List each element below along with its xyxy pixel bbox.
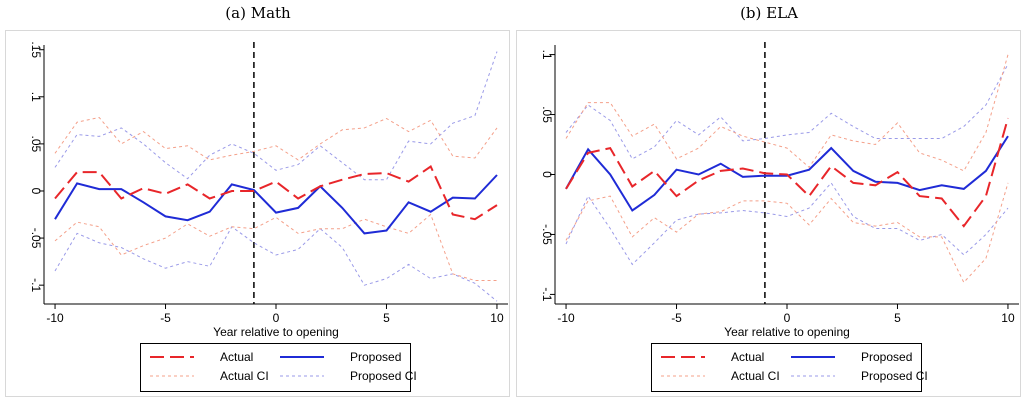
x-tick-label: 0 — [273, 311, 280, 325]
x-tick-label: -10 — [46, 311, 64, 325]
y-tick-label: -.05 — [29, 228, 43, 249]
y-tick-label: 0 — [29, 188, 43, 195]
series-line — [565, 54, 1009, 172]
y-tick-label: .05 — [540, 106, 554, 123]
series-line — [54, 174, 498, 235]
y-tick-label: -.05 — [540, 224, 554, 245]
legend-label: Proposed CI — [350, 369, 417, 383]
series-line — [565, 182, 1009, 266]
legend-label: Actual — [731, 350, 764, 364]
panel-frame — [516, 30, 1021, 397]
legend-label: Proposed — [350, 350, 401, 364]
y-tick-label: .05 — [29, 136, 43, 153]
x-tick-label: -5 — [671, 311, 682, 325]
x-tick-label: 5 — [894, 311, 901, 325]
x-tick-label: 5 — [383, 311, 390, 325]
legend-label: Actual CI — [220, 369, 269, 383]
y-tick-label: .1 — [29, 92, 43, 102]
series-line — [565, 63, 1009, 160]
x-axis-label: Year relative to opening — [724, 325, 850, 339]
series-line — [54, 165, 498, 221]
legend-label: Actual — [220, 350, 253, 364]
series-line — [54, 226, 498, 302]
panel: (b) ELA -.1 -.05 0 .05 .1 -10 -5 0 5 10 Year relati… — [516, 4, 1021, 397]
series-line — [565, 117, 1009, 228]
legend-label: Proposed — [861, 350, 912, 364]
series-line — [54, 51, 498, 181]
panel-title: (b) ELA — [740, 4, 798, 22]
legend-box — [651, 343, 922, 392]
x-tick-label: 0 — [784, 311, 791, 325]
x-tick-label: 10 — [1001, 311, 1015, 325]
legend-label: Actual CI — [731, 369, 780, 383]
x-tick-label: 10 — [490, 311, 504, 325]
panel-frame — [5, 30, 510, 397]
x-axis-label: Year relative to opening — [213, 325, 339, 339]
series-line — [54, 116, 498, 161]
y-tick-label: .15 — [29, 41, 43, 58]
y-tick-label: 0 — [540, 171, 554, 178]
y-tick-label: .1 — [540, 50, 554, 60]
panel: (a) Math -.1 -.05 0 .05 .1 .15 -10 -5 0 5 10 Year re… — [5, 4, 510, 397]
series-line — [565, 182, 1009, 284]
panel-title: (a) Math — [225, 4, 291, 22]
y-tick-label: -.1 — [29, 278, 43, 292]
legend-box — [140, 343, 411, 392]
y-tick-label: -.1 — [540, 287, 554, 301]
legend-label: Proposed CI — [861, 369, 928, 383]
x-tick-label: -5 — [160, 311, 171, 325]
x-tick-label: -10 — [557, 311, 575, 325]
